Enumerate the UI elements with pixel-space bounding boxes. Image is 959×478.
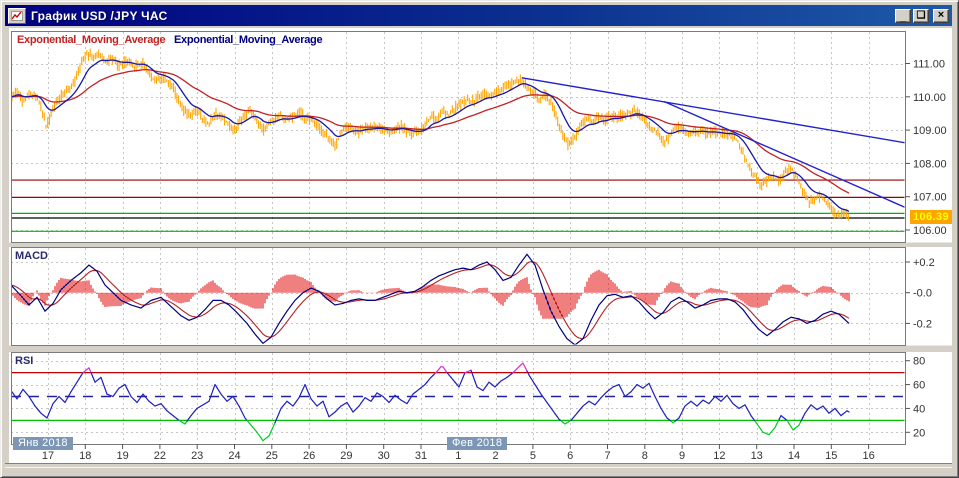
svg-text:23: 23 <box>191 450 203 462</box>
current-price-tag: 106.39 <box>910 210 952 224</box>
price-panel[interactable] <box>11 48 905 232</box>
svg-text:80: 80 <box>913 356 925 368</box>
svg-text:6: 6 <box>567 450 573 462</box>
time-axis: 17 18 19 22 23 24 25 26 29 30 31 1 2 5 6 7 8 9 12 13 14 15 16 <box>42 444 875 462</box>
macd-line <box>11 253 850 345</box>
rsi-panel-label: RSI <box>15 355 34 367</box>
window-title: График USD /JPY ЧАС <box>31 8 168 23</box>
ema-legend-2: Exponential_Moving_Average <box>174 34 323 46</box>
ema-legend-1: Exponential_Moving_Average <box>17 34 166 46</box>
svg-text:24: 24 <box>228 450 240 462</box>
svg-text:20: 20 <box>913 427 925 439</box>
svg-text:1: 1 <box>455 450 461 462</box>
trendline[interactable] <box>663 100 905 208</box>
maximize-button[interactable]: ❑ <box>913 8 929 23</box>
rsi-line <box>11 362 850 442</box>
ema-fast-line <box>11 59 850 213</box>
svg-text:8: 8 <box>642 450 648 462</box>
svg-text:26: 26 <box>303 450 315 462</box>
trendline[interactable] <box>521 77 905 144</box>
svg-text:30: 30 <box>378 450 390 462</box>
svg-text:2: 2 <box>493 450 499 462</box>
svg-text:12: 12 <box>713 450 725 462</box>
close-button[interactable]: × <box>933 8 949 23</box>
macd-signal-line <box>11 261 850 340</box>
svg-text:18: 18 <box>79 450 91 462</box>
minimize-button[interactable]: _ <box>895 8 911 23</box>
bottom-frame-groove <box>5 463 952 468</box>
svg-text:60: 60 <box>913 380 925 392</box>
svg-text:22: 22 <box>154 450 166 462</box>
svg-text:108.00: 108.00 <box>913 158 947 170</box>
svg-text:19: 19 <box>116 450 128 462</box>
svg-text:25: 25 <box>266 450 278 462</box>
gridlines <box>11 32 905 443</box>
title-bar[interactable]: График USD /JPY ЧАС _ ❑ × <box>5 5 952 26</box>
svg-text:14: 14 <box>788 450 800 462</box>
month-badge-jan: Янв 2018 <box>13 437 73 450</box>
rsi-panel[interactable] <box>11 362 905 442</box>
svg-text:-0.2: -0.2 <box>913 318 932 330</box>
svg-text:9: 9 <box>679 450 685 462</box>
chart-canvas[interactable]: 111.00 110.00 109.00 108.00 107.00 106.00 +0.2… <box>5 26 952 463</box>
svg-text:107.00: 107.00 <box>913 192 947 204</box>
svg-text:13: 13 <box>751 450 763 462</box>
svg-text:111.00: 111.00 <box>913 59 945 71</box>
price-axis: 111.00 110.00 109.00 108.00 107.00 106.00 +0.2… <box>905 59 947 439</box>
month-badge-feb: Фев 2018 <box>447 437 508 450</box>
svg-text:40: 40 <box>913 403 925 415</box>
svg-text:5: 5 <box>530 450 536 462</box>
svg-text:15: 15 <box>825 450 837 462</box>
ema-slow-line <box>11 68 850 194</box>
svg-text:16: 16 <box>862 450 874 462</box>
macd-panel[interactable] <box>11 253 850 345</box>
svg-text:106.00: 106.00 <box>913 225 947 237</box>
svg-text:17: 17 <box>42 450 54 462</box>
svg-text:-0.0: -0.0 <box>913 288 932 300</box>
svg-text:7: 7 <box>604 450 610 462</box>
macd-panel-label: MACD <box>15 250 48 262</box>
svg-text:109.00: 109.00 <box>913 125 947 137</box>
svg-text:110.00: 110.00 <box>913 92 946 104</box>
chart-icon <box>8 7 26 24</box>
window-controls: _ ❑ × <box>893 8 949 23</box>
svg-text:+0.2: +0.2 <box>913 257 935 269</box>
svg-text:29: 29 <box>340 450 352 462</box>
svg-text:31: 31 <box>415 450 427 462</box>
